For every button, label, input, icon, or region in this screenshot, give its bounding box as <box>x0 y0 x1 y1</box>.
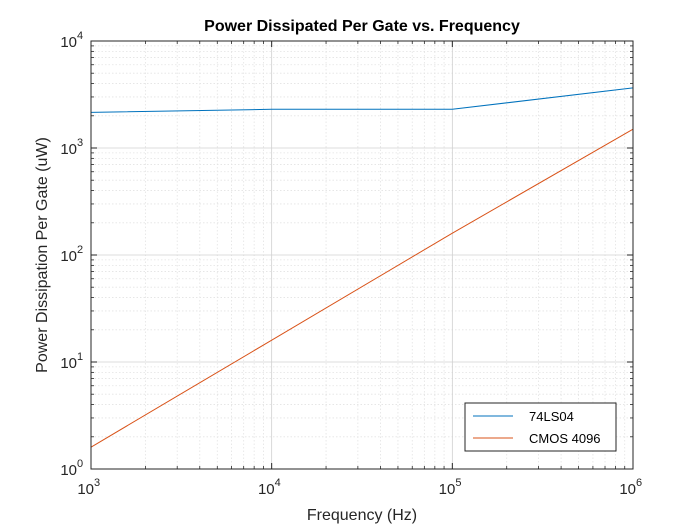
x-tick-base: 10 <box>619 481 636 498</box>
y-tick-exponent: 3 <box>77 137 83 149</box>
x-tick-base: 10 <box>77 481 94 498</box>
y-tick-exponent: 0 <box>77 458 83 470</box>
series-layer <box>90 87 634 448</box>
y-tick-exponent: 1 <box>77 351 83 363</box>
y-tick-label: 10 4 <box>60 30 83 51</box>
x-tick-label: 10 5 <box>439 477 462 498</box>
x-tick-exponent: 5 <box>455 477 461 489</box>
y-tick-base: 10 <box>60 141 77 158</box>
y-axis-label: Power Dissipation Per Gate (uW) <box>34 137 51 373</box>
y-tick-exponent: 2 <box>77 244 83 256</box>
x-tick-label: 10 6 <box>619 477 642 498</box>
y-tick-label: 10 1 <box>60 351 83 372</box>
tick-marks <box>90 40 634 470</box>
series-line-74ls04 <box>90 87 634 113</box>
y-tick-base: 10 <box>60 462 77 479</box>
x-axis-label: Frequency (Hz) <box>307 507 417 524</box>
legend-box <box>464 402 617 452</box>
y-tick-base: 10 <box>60 355 77 372</box>
y-tick-base: 10 <box>60 34 77 51</box>
y-tick-label: 10 3 <box>60 137 83 158</box>
x-tick-label: 10 4 <box>258 477 281 498</box>
x-tick-exponent: 4 <box>275 477 281 489</box>
x-tick-base: 10 <box>258 481 275 498</box>
legend-label-74ls04: 74LS04 <box>529 409 574 424</box>
y-tick-label: 10 0 <box>60 458 83 479</box>
legend: 74LS04 CMOS 4096 <box>464 402 617 452</box>
y-tick-base: 10 <box>60 248 77 265</box>
x-tick-exponent: 6 <box>636 477 642 489</box>
series-line-cmos-4096 <box>90 128 634 448</box>
chart-title: Power Dissipated Per Gate vs. Frequency <box>204 18 520 35</box>
x-tick-label: 10 3 <box>77 477 100 498</box>
y-tick-exponent: 4 <box>77 30 83 42</box>
y-tick-label: 10 2 <box>60 244 83 265</box>
x-tick-base: 10 <box>439 481 456 498</box>
x-tick-exponent: 3 <box>94 477 100 489</box>
x-tick-labels: 10 3 10 4 10 5 10 6 <box>77 477 642 498</box>
legend-label-cmos-4096: CMOS 4096 <box>529 431 601 446</box>
